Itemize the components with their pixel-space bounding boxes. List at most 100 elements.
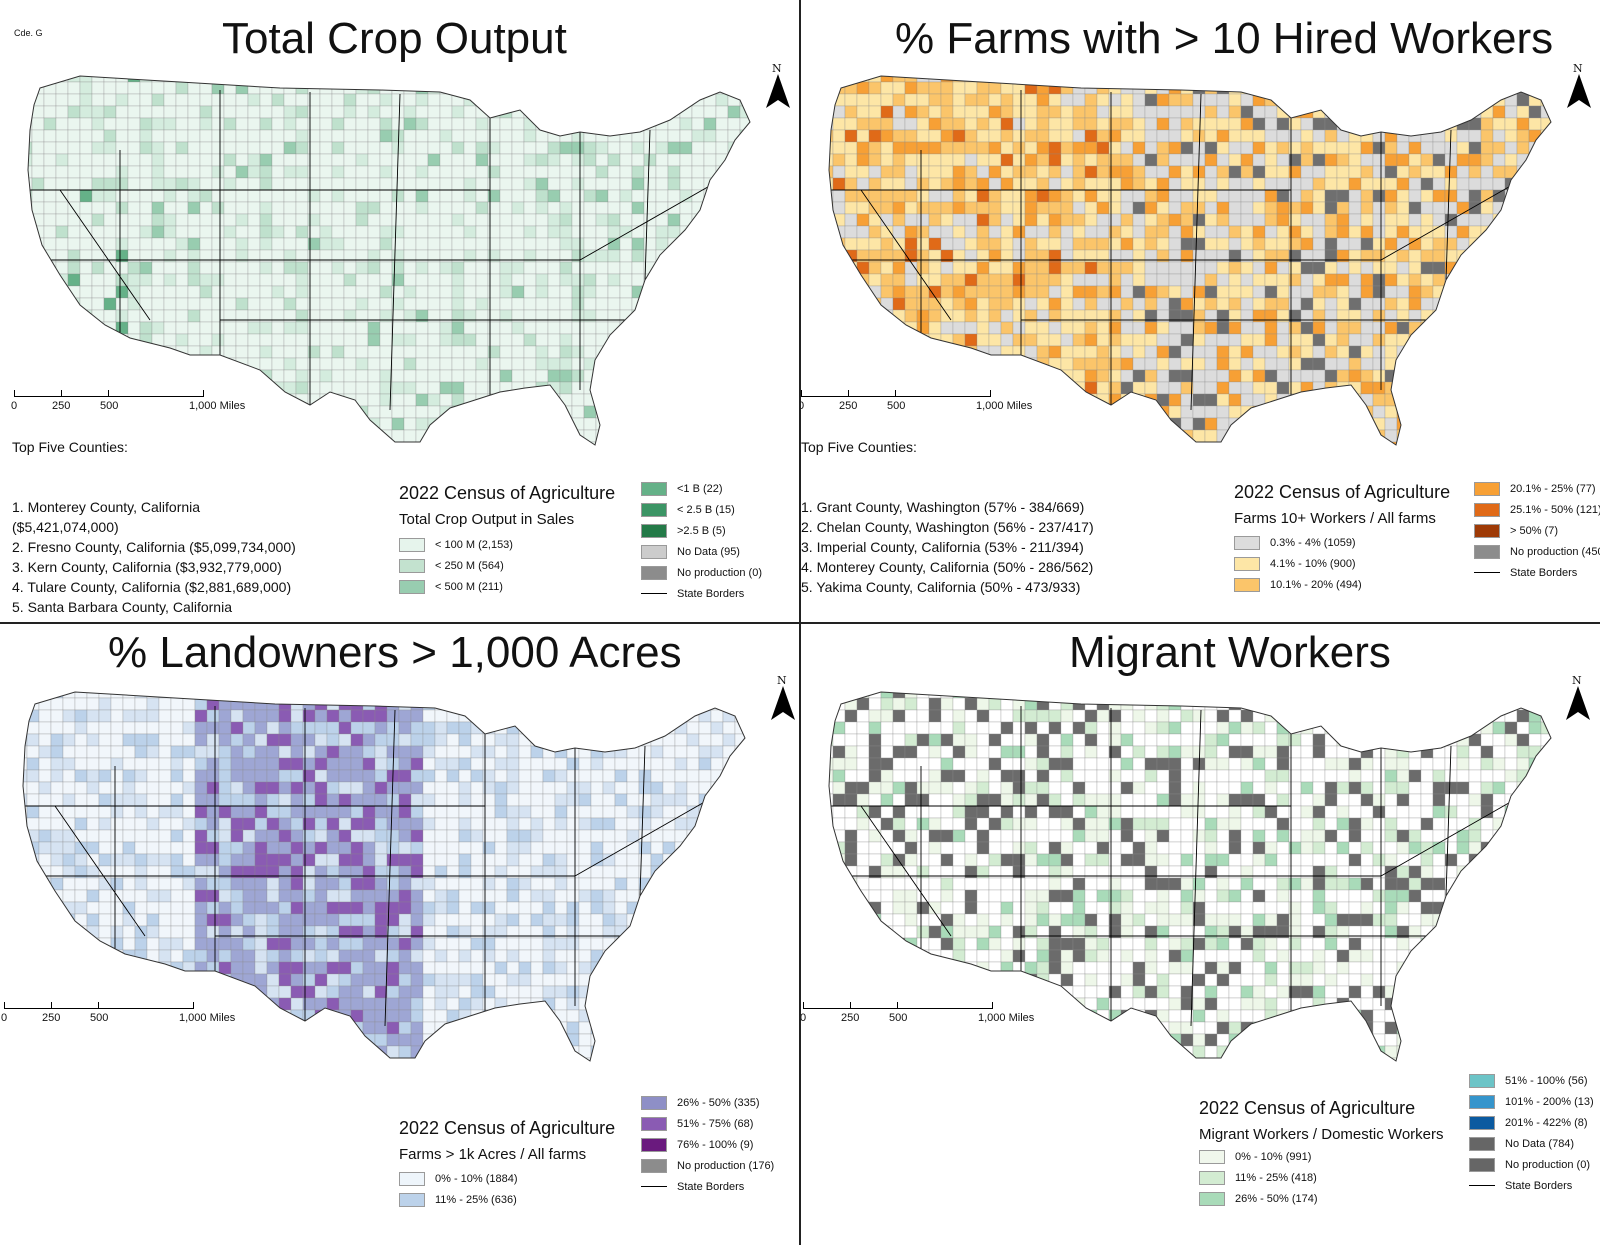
legend-label: State Borders	[677, 1180, 745, 1193]
legend-swatch	[1469, 1136, 1495, 1151]
legend-swatch	[1469, 1115, 1495, 1130]
scale-label: 1,000 Miles	[976, 400, 1033, 412]
state-borders	[831, 706, 1522, 1027]
scale-bar: 0 250 500 1,000 Miles	[11, 388, 245, 428]
scale-label: 500	[90, 1012, 109, 1024]
top-five-counties: Top Five Counties: 1. Grant County, Wash…	[801, 417, 1201, 597]
legend-label: No production (450)	[1510, 545, 1600, 558]
legend-swatch	[641, 481, 667, 496]
legend-label: State Borders	[1505, 1179, 1573, 1192]
legend-item: 0% - 10% (991)	[1199, 1146, 1318, 1167]
scale-label: 250	[42, 1012, 61, 1024]
legend-swatch	[1234, 535, 1260, 550]
legend-label: 26% - 50% (335)	[677, 1096, 760, 1109]
top-five-header: Top Five Counties:	[12, 439, 128, 455]
legend-title: 2022 Census of Agriculture	[399, 1118, 616, 1138]
state-border-line-icon	[641, 1186, 667, 1187]
scale-bar: 0 250 500 1,000 Miles	[1, 1000, 235, 1040]
scale-label: 0	[801, 400, 805, 412]
legend-subtitle: Farms > 1k Acres / All farms	[399, 1146, 587, 1163]
legend-item: 0% - 10% (1884)	[399, 1168, 518, 1189]
legend-swatch	[1199, 1191, 1225, 1206]
legend-swatch	[1474, 523, 1500, 538]
legend-item: No Data (95)	[641, 541, 762, 562]
legend-item: 20.1% - 25% (77)	[1474, 478, 1600, 499]
us-outline	[828, 75, 1552, 446]
north-arrow-icon	[1566, 686, 1590, 720]
legend-item: No production (176)	[641, 1155, 774, 1176]
scale-label: 0	[801, 1012, 807, 1024]
legend-left: 0% - 10% (991) 11% - 25% (418) 26% - 50% (…	[1199, 1146, 1318, 1209]
legend-label: 51% - 75% (68)	[677, 1117, 754, 1130]
legend-title: 2022 Census of Agriculture	[399, 483, 616, 503]
legend-label: 0% - 10% (991)	[1235, 1150, 1312, 1163]
state-border-line-icon	[1474, 572, 1500, 573]
scale-label: 250	[52, 400, 71, 412]
state-border-line-icon	[1469, 1185, 1495, 1186]
legend-label: < 100 M (2,153)	[435, 538, 513, 551]
legend-item: 76% - 100% (9)	[641, 1134, 774, 1155]
legend-label: < 2.5 B (15)	[677, 503, 735, 516]
legend-item: No production (0)	[641, 562, 762, 583]
credit-label: Cde. G	[14, 28, 43, 38]
scale-label: 250	[839, 400, 858, 412]
panel-landowners-acres: % Landowners > 1,000 Acres N 0 250 500 1…	[0, 624, 799, 1245]
scale-label: 500	[100, 400, 119, 412]
us-outline	[22, 691, 746, 1062]
legend-right: 26% - 50% (335) 51% - 75% (68) 76% - 100% …	[641, 1092, 774, 1197]
north-arrow-label: N	[1572, 674, 1582, 687]
legend-label: 20.1% - 25% (77)	[1510, 482, 1596, 495]
legend-swatch	[399, 558, 425, 573]
scale-label: 1,000 Miles	[179, 1012, 236, 1024]
legend-label: 10.1% - 20% (494)	[1270, 578, 1362, 591]
state-borders	[30, 90, 721, 411]
north-arrow: N	[1563, 674, 1593, 722]
legend-item: 26% - 50% (174)	[1199, 1188, 1318, 1209]
legend-swatch	[641, 565, 667, 580]
north-arrow-icon	[771, 686, 795, 720]
north-arrow-label: N	[1573, 62, 1583, 75]
legend-swatch	[641, 502, 667, 517]
legend-label: <1 B (22)	[677, 482, 723, 495]
legend-item: < 500 M (211)	[399, 576, 513, 597]
legend-item: > 50% (7)	[1474, 520, 1600, 541]
north-arrow-icon	[766, 74, 790, 108]
north-arrow-label: N	[777, 674, 787, 687]
legend-swatch	[1474, 544, 1500, 559]
north-arrow: N	[768, 674, 798, 722]
legend-label: 4.1% - 10% (900)	[1270, 557, 1356, 570]
legend-item: <1 B (22)	[641, 478, 762, 499]
legend-item: 0.3% - 4% (1059)	[1234, 532, 1362, 553]
legend-label: No production (0)	[1505, 1158, 1590, 1171]
legend-subtitle: Migrant Workers / Domestic Workers	[1199, 1126, 1444, 1143]
legend-label: >2.5 B (5)	[677, 524, 726, 537]
legend-label: 11% - 25% (636)	[435, 1193, 517, 1206]
legend-item: 4.1% - 10% (900)	[1234, 553, 1362, 574]
legend-swatch	[1199, 1170, 1225, 1185]
top-five-list: 1. Monterey County, California ($5,421,0…	[12, 499, 296, 622]
legend-swatch	[399, 1171, 425, 1186]
legend-swatch	[641, 1137, 667, 1152]
us-outline	[828, 691, 1552, 1062]
top-five-header: Top Five Counties:	[801, 439, 917, 455]
scale-label: 1,000 Miles	[189, 400, 246, 412]
us-county-map	[828, 691, 1552, 1062]
legend-label: < 250 M (564)	[435, 559, 504, 572]
scale-label: 1,000 Miles	[978, 1012, 1035, 1024]
legend-swatch	[399, 1192, 425, 1207]
legend-item: 10.1% - 20% (494)	[1234, 574, 1362, 595]
legend-item-state-borders: State Borders	[1469, 1175, 1594, 1196]
legend-title: 2022 Census of Agriculture	[1234, 482, 1451, 502]
legend-swatch	[1469, 1157, 1495, 1172]
legend-item: < 2.5 B (15)	[641, 499, 762, 520]
scale-label: 0	[11, 400, 18, 412]
legend-left: < 100 M (2,153) < 250 M (564) < 500 M (211…	[399, 534, 513, 597]
legend-label: 11% - 25% (418)	[1235, 1171, 1317, 1184]
top-five-counties: Top Five Counties: 1. Monterey County, C…	[12, 417, 372, 622]
legend-swatch	[641, 1116, 667, 1131]
legend-label: 0.3% - 4% (1059)	[1270, 536, 1356, 549]
scale-label: 500	[887, 400, 906, 412]
us-county-map	[22, 691, 746, 1062]
panel-title: Total Crop Output	[222, 14, 567, 63]
